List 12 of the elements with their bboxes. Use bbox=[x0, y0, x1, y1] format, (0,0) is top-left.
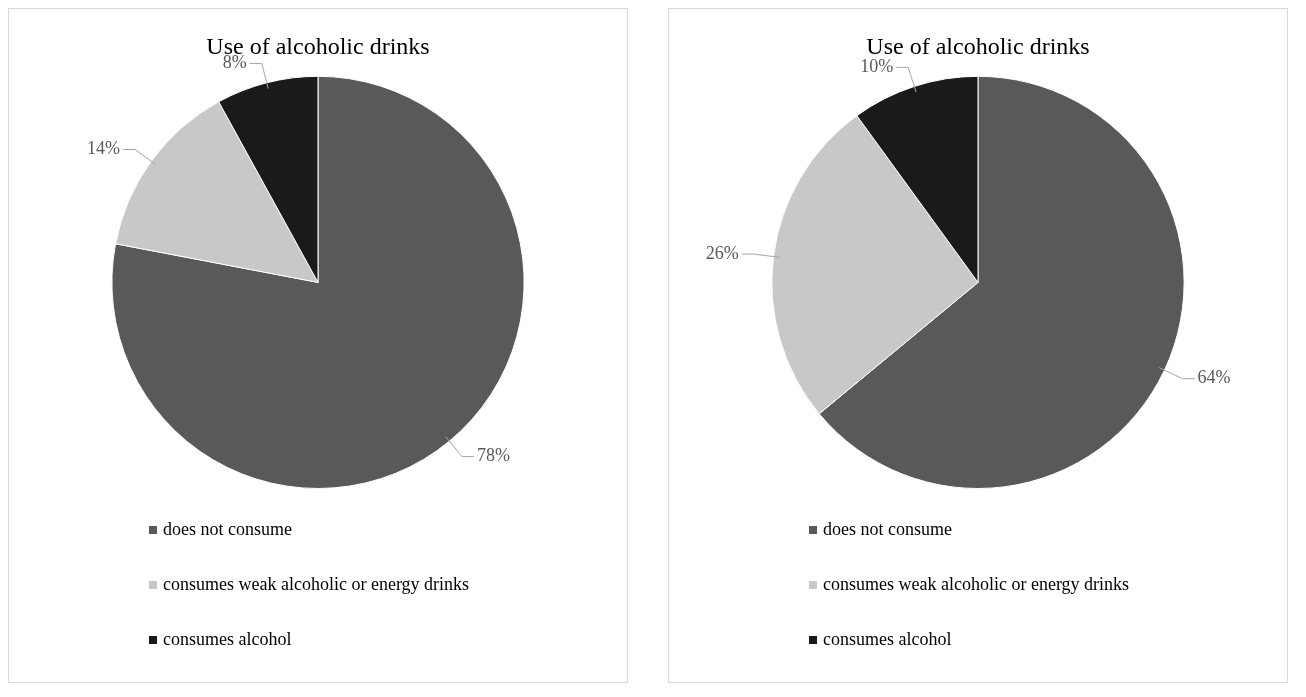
data-label: 10% bbox=[860, 56, 894, 77]
data-label: 64% bbox=[1197, 367, 1231, 388]
legend-label: consumes weak alcoholic or energy drinks bbox=[823, 574, 1130, 595]
legend-label: does not consume bbox=[163, 519, 292, 540]
data-label: 78% bbox=[477, 445, 511, 466]
data-label: 26% bbox=[705, 242, 739, 263]
data-label: 14% bbox=[87, 138, 121, 159]
chart-title: Use of alcoholic drinks bbox=[866, 32, 1090, 59]
legend-label: does not consume bbox=[823, 519, 952, 540]
legend-label: consumes alcohol bbox=[163, 629, 292, 650]
legend-label: consumes weak alcoholic or energy drinks bbox=[163, 574, 470, 595]
legend-label: consumes alcohol bbox=[823, 629, 952, 650]
